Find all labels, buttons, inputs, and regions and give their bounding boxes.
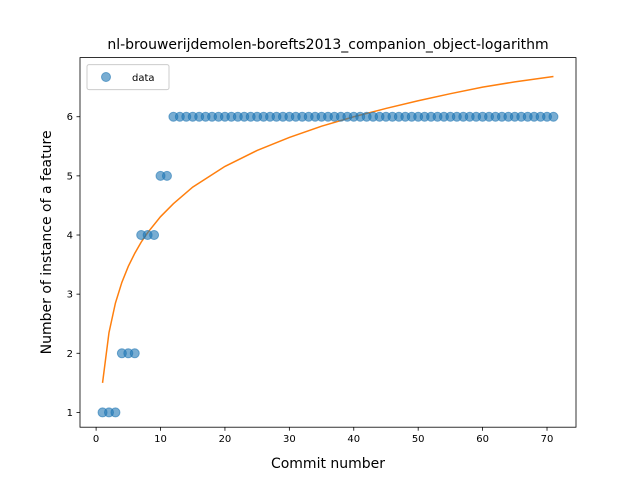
y-tick-label: 3 — [67, 290, 73, 301]
x-tick-label: 20 — [219, 434, 232, 445]
x-tick-label: 70 — [541, 434, 554, 445]
legend-marker-data — [101, 72, 111, 82]
x-axis: 0 10 20 30 40 50 60 70 — [93, 427, 553, 445]
x-tick-label: 30 — [283, 434, 296, 445]
x-axis-label: Commit number — [271, 456, 385, 472]
y-tick-label: 6 — [67, 112, 73, 123]
data-point — [110, 407, 121, 418]
legend-label-data: data — [132, 73, 155, 84]
x-tick-label: 50 — [412, 434, 425, 445]
fit-line — [101, 75, 554, 383]
x-tick-label: 60 — [476, 434, 489, 445]
x-tick-label: 10 — [154, 434, 167, 445]
y-axis-label: Number of instance of a feature — [39, 130, 55, 354]
x-tick-label: 0 — [93, 434, 99, 445]
data-point — [149, 230, 160, 241]
axes-frame — [79, 57, 577, 428]
data-point — [129, 348, 140, 359]
legend-box — [86, 64, 170, 91]
data-point — [548, 111, 559, 122]
legend: data — [86, 64, 170, 91]
data-point — [161, 170, 172, 181]
y-tick-label: 2 — [67, 349, 73, 360]
y-axis: 1 2 3 4 5 6 — [67, 112, 80, 419]
y-tick-label: 4 — [67, 231, 73, 242]
y-tick-label: 5 — [67, 171, 73, 182]
plot-area — [97, 75, 559, 418]
x-tick-label: 40 — [347, 434, 360, 445]
chart-title: nl-brouwerijdemolen-borefts2013_companio… — [107, 37, 548, 53]
y-tick-label: 1 — [67, 408, 73, 419]
